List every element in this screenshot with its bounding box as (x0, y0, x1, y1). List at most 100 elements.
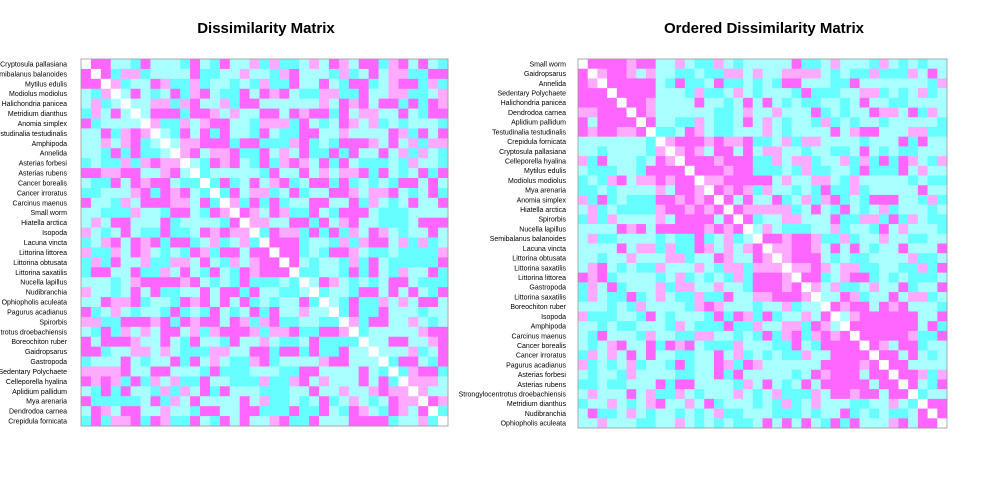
heatmap-cell (219, 207, 231, 219)
heatmap-cell (616, 68, 627, 79)
heatmap-cell (249, 297, 260, 308)
heatmap-cell (100, 187, 112, 199)
row-label: Nudibranchia (26, 290, 67, 297)
heatmap-cell (636, 311, 647, 322)
heatmap-cell (120, 376, 131, 387)
heatmap-cell (259, 227, 270, 238)
heatmap-cell (229, 346, 241, 357)
heatmap-cell (927, 418, 938, 429)
heatmap-cell (869, 59, 880, 70)
heatmap-cell (418, 376, 429, 387)
heatmap-cell (879, 389, 890, 400)
heatmap-cell (781, 292, 793, 303)
heatmap-cell (908, 350, 919, 361)
heatmap-cell (328, 187, 340, 199)
heatmap-cell (328, 158, 340, 169)
heatmap-cell (81, 217, 92, 229)
heatmap-cell (140, 59, 151, 70)
heatmap-cell (645, 262, 657, 274)
heatmap-cell (81, 98, 92, 109)
heatmap-cell (190, 237, 201, 248)
heatmap-cell (859, 360, 870, 371)
heatmap-cell (917, 117, 928, 128)
heatmap-cell (81, 247, 92, 258)
heatmap-cell (319, 128, 330, 139)
heatmap-cell (408, 237, 419, 248)
heatmap-cell (130, 237, 141, 248)
heatmap-cell (328, 138, 340, 149)
heatmap-cell (319, 366, 330, 377)
heatmap-cell (160, 68, 171, 80)
heatmap-cell (908, 126, 919, 138)
heatmap-cell (655, 117, 666, 128)
heatmap-cell (180, 68, 191, 80)
heatmap-cell (309, 316, 320, 328)
heatmap-cell (120, 78, 131, 90)
heatmap-cell (438, 88, 449, 100)
heatmap-cell (319, 287, 330, 298)
heatmap-cell (180, 247, 191, 258)
heatmap-cell (665, 369, 676, 380)
heatmap-cell (616, 272, 627, 283)
heatmap-cell (140, 138, 151, 149)
heatmap-cell (229, 237, 241, 248)
heatmap-cell (408, 118, 419, 129)
heatmap-cell (733, 360, 744, 371)
heatmap-cell (811, 262, 822, 274)
heatmap-cell (388, 257, 399, 268)
heatmap-cell (229, 68, 241, 80)
heatmap-cell (378, 197, 389, 209)
heatmap-cell (772, 59, 783, 70)
heatmap-cell (110, 326, 122, 338)
heatmap-cell (694, 360, 705, 371)
heatmap-cell (801, 292, 812, 303)
heatmap-cell (713, 136, 725, 147)
heatmap-cell (299, 366, 310, 377)
heatmap-cell (279, 88, 290, 100)
heatmap-cell (655, 78, 666, 89)
heatmap-cell (309, 376, 320, 387)
heatmap-cell (636, 282, 647, 293)
heatmap-cell (587, 204, 598, 215)
heatmap-cell (645, 88, 657, 99)
heatmap-cell (398, 118, 409, 129)
heatmap-cell (338, 386, 350, 397)
heatmap-cell (338, 207, 350, 219)
heatmap-cell (694, 204, 705, 215)
heatmap-cell (704, 146, 715, 157)
heatmap-cell (597, 301, 608, 312)
heatmap-cell (840, 408, 851, 419)
heatmap-cell (348, 237, 360, 248)
heatmap-cell (665, 97, 676, 108)
heatmap-cell (898, 175, 909, 186)
heatmap-cell (170, 396, 181, 407)
row-label: Boreochiton ruber (11, 339, 67, 346)
heatmap-cell (170, 356, 181, 367)
row-label: Cancer irroratus (17, 190, 68, 197)
heatmap-cell (388, 88, 399, 100)
heatmap-cell (587, 117, 598, 128)
heatmap-cell (398, 78, 409, 90)
heatmap-cell (200, 118, 211, 129)
heatmap-cell (820, 126, 831, 138)
heatmap-cell (694, 175, 705, 186)
row-label: Hiatella arctica (21, 220, 67, 227)
heatmap-cell (418, 78, 429, 90)
row-label: Mytilus edulis (25, 81, 68, 88)
heatmap-cell (428, 247, 439, 258)
heatmap-cell (840, 272, 851, 283)
heatmap-cell (438, 187, 449, 199)
heatmap-cell (289, 68, 300, 80)
heatmap-cell (398, 68, 409, 80)
heatmap-cell (791, 185, 802, 196)
heatmap-cell (269, 386, 280, 397)
row-label: Aplidium pallidum (12, 389, 67, 396)
heatmap-cell (597, 360, 608, 371)
heatmap-cell (190, 366, 201, 377)
heatmap-cell (811, 360, 822, 371)
heatmap-cell (937, 194, 948, 206)
heatmap-cell (859, 311, 870, 322)
heatmap-cell (249, 376, 260, 387)
heatmap-cell (704, 301, 715, 312)
heatmap-cell (917, 253, 928, 264)
